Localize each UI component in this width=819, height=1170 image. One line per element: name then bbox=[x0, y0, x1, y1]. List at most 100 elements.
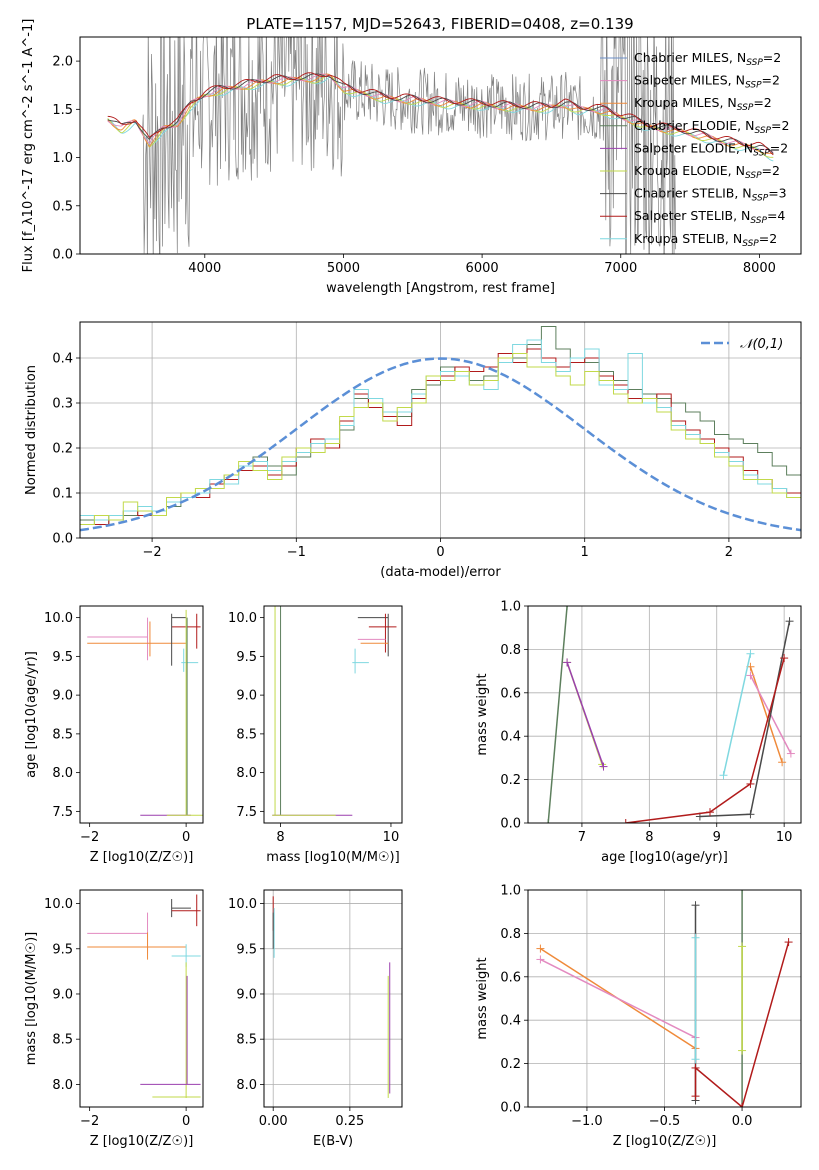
weight-line bbox=[749, 666, 783, 763]
age-vs-z-plot-area bbox=[87, 609, 203, 816]
legend-sub: SSP bbox=[737, 103, 754, 113]
legend-label: Chabrier STELIB, NSSP=3 bbox=[634, 186, 787, 204]
x-tick-label: 4000 bbox=[188, 261, 221, 276]
y-tick-label: 0.0 bbox=[500, 817, 521, 832]
y-axis-label: age [log10(age/yr)] bbox=[24, 651, 39, 778]
weight-line bbox=[547, 606, 568, 823]
weight-line bbox=[540, 958, 696, 1039]
legend-sub: SSP bbox=[742, 239, 759, 249]
x-tick-label: 8 bbox=[276, 830, 284, 845]
y-tick-label: 10.0 bbox=[44, 897, 73, 912]
y-tick-label: 1.0 bbox=[500, 884, 521, 899]
x-axis-label: Z [log10(Z/Z☉)] bbox=[613, 1134, 717, 1149]
x-tick-label: 8000 bbox=[743, 261, 776, 276]
y-tick-label: 8.5 bbox=[236, 1033, 257, 1048]
legend-label: Chabrier ELODIE, NSSP=2 bbox=[634, 118, 789, 136]
y-tick-label: 9.0 bbox=[236, 987, 257, 1002]
y-tick-label: 0.4 bbox=[500, 1014, 521, 1029]
y-tick-label: 0.4 bbox=[52, 352, 73, 367]
histogram-series bbox=[80, 339, 801, 521]
y-tick-label: 9.5 bbox=[52, 942, 73, 957]
y-tick-label: 8.0 bbox=[52, 766, 73, 781]
legend-label: Kroupa STELIB, NSSP=2 bbox=[634, 231, 777, 249]
y-tick-label: 0.8 bbox=[500, 927, 521, 942]
y-tick-label: 7.5 bbox=[52, 805, 73, 820]
gaussian-curve bbox=[80, 357, 801, 532]
legend-value: =2 bbox=[771, 118, 789, 133]
x-axis-label: wavelength [Angstrom, rest frame] bbox=[326, 281, 555, 296]
y-tick-label: 0.3 bbox=[52, 397, 73, 412]
x-tick-label: 0.00 bbox=[259, 1114, 288, 1129]
x-tick-label: −2 bbox=[80, 830, 99, 845]
y-tick-label: 0.8 bbox=[500, 643, 521, 658]
weight-vs-z-plot-area bbox=[528, 890, 801, 1107]
residuals-plot-area bbox=[80, 322, 801, 538]
legend-sub: SSP bbox=[753, 148, 770, 158]
weight-line bbox=[566, 662, 605, 767]
y-tick-label: 0.0 bbox=[52, 248, 73, 263]
legend-sub: SSP bbox=[745, 171, 762, 181]
x-tick-label: 0.25 bbox=[335, 1114, 364, 1129]
legend-value: =4 bbox=[767, 208, 785, 223]
x-tick-label: 0 bbox=[182, 1114, 190, 1129]
legend-label: 𝒩(0,1) bbox=[740, 337, 783, 352]
x-axis-label: E(B-V) bbox=[313, 1134, 353, 1149]
x-tick-label: 1 bbox=[581, 545, 589, 560]
y-tick-label: 0.6 bbox=[500, 970, 521, 985]
mass-vs-ebv-plot-area bbox=[264, 890, 402, 1107]
x-tick-label: 0.0 bbox=[732, 1114, 753, 1129]
y-tick-label: 7.5 bbox=[236, 805, 257, 820]
y-axis-label: mass [log10(M/M☉)] bbox=[24, 932, 39, 1065]
x-tick-label: −2 bbox=[143, 545, 162, 560]
figure-title: PLATE=1157, MJD=52643, FIBERID=0408, z=0… bbox=[246, 15, 633, 33]
x-tick-label: −1.0 bbox=[571, 1114, 603, 1129]
x-tick-label: 5000 bbox=[327, 261, 360, 276]
y-tick-label: 0.2 bbox=[500, 773, 521, 788]
model-spectrum bbox=[107, 73, 774, 155]
axes-frame bbox=[79, 321, 802, 539]
y-tick-label: 0.4 bbox=[500, 730, 521, 745]
axes-frame bbox=[527, 889, 802, 1108]
axes-frame bbox=[79, 605, 204, 824]
legend-sub: SSP bbox=[745, 81, 762, 91]
y-tick-label: 1.0 bbox=[52, 151, 73, 166]
y-axis-label: Normed distribution bbox=[24, 365, 39, 495]
histogram-series bbox=[80, 353, 801, 525]
legend-label: Kroupa ELODIE, NSSP=2 bbox=[634, 163, 780, 181]
legend-sub: SSP bbox=[750, 216, 767, 226]
legend-value: =2 bbox=[759, 231, 777, 246]
x-tick-label: 0 bbox=[182, 830, 190, 845]
y-tick-label: 9.0 bbox=[52, 987, 73, 1002]
weight-line bbox=[722, 653, 752, 776]
x-tick-label: 7 bbox=[578, 830, 586, 845]
y-tick-label: 1.0 bbox=[500, 600, 521, 615]
x-axis-label: mass [log10(M/M☉)] bbox=[266, 850, 399, 865]
y-tick-label: 8.0 bbox=[236, 766, 257, 781]
x-tick-label: 10 bbox=[383, 830, 400, 845]
y-tick-label: 10.0 bbox=[228, 611, 257, 626]
x-axis-label: age [log10(age/yr)] bbox=[601, 850, 728, 865]
legend-label: Salpeter ELODIE, NSSP=2 bbox=[634, 140, 788, 158]
y-tick-label: 9.5 bbox=[236, 942, 257, 957]
model-spectrum bbox=[107, 72, 774, 156]
model-spectrum bbox=[107, 73, 774, 154]
legend-sub: SSP bbox=[754, 126, 771, 136]
y-tick-label: 10.0 bbox=[228, 897, 257, 912]
x-axis-label: Z [log10(Z/Z☉)] bbox=[90, 850, 194, 865]
y-tick-label: 10.0 bbox=[44, 611, 73, 626]
y-tick-label: 8.5 bbox=[52, 727, 73, 742]
y-tick-label: 1.5 bbox=[52, 103, 73, 118]
legend-value: =2 bbox=[753, 95, 771, 110]
y-tick-label: 0.2 bbox=[52, 442, 73, 457]
axes-frame bbox=[263, 889, 403, 1108]
x-tick-label: −1 bbox=[287, 545, 306, 560]
legend-sub: SSP bbox=[746, 58, 763, 68]
y-axis-label: Flux [f_λ10^-17 erg cm^-2 s^-1 A^-1] bbox=[21, 19, 36, 273]
y-tick-label: 0.0 bbox=[52, 532, 73, 547]
y-tick-label: 8.0 bbox=[52, 1078, 73, 1093]
y-tick-label: 9.0 bbox=[52, 689, 73, 704]
x-tick-label: −0.5 bbox=[649, 1114, 681, 1129]
axes-frame bbox=[263, 605, 403, 824]
y-tick-label: 2.0 bbox=[52, 55, 73, 70]
axes-frame bbox=[79, 36, 802, 255]
